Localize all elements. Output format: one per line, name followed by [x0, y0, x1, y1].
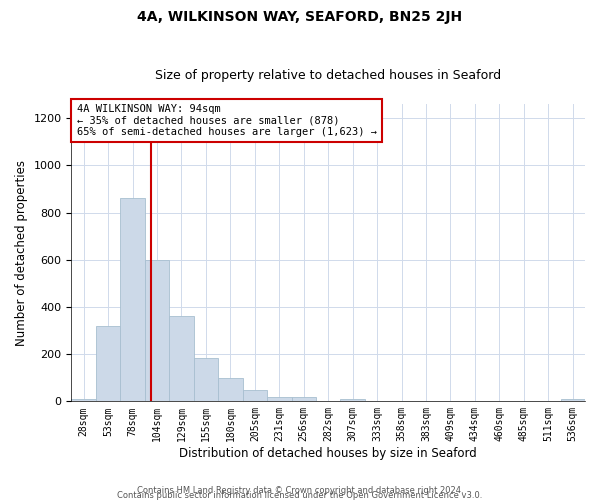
Bar — [96, 326, 121, 402]
Bar — [292, 396, 316, 402]
Title: Size of property relative to detached houses in Seaford: Size of property relative to detached ho… — [155, 69, 501, 82]
Bar — [218, 378, 242, 402]
Bar — [121, 198, 145, 402]
Y-axis label: Number of detached properties: Number of detached properties — [15, 160, 28, 346]
Text: 4A WILKINSON WAY: 94sqm
← 35% of detached houses are smaller (878)
65% of semi-d: 4A WILKINSON WAY: 94sqm ← 35% of detache… — [77, 104, 377, 137]
Bar — [242, 390, 267, 402]
Bar — [560, 399, 585, 402]
Bar — [340, 399, 365, 402]
Bar — [267, 396, 292, 402]
Text: Contains HM Land Registry data © Crown copyright and database right 2024.: Contains HM Land Registry data © Crown c… — [137, 486, 463, 495]
X-axis label: Distribution of detached houses by size in Seaford: Distribution of detached houses by size … — [179, 447, 477, 460]
Bar — [145, 260, 169, 402]
Text: Contains public sector information licensed under the Open Government Licence v3: Contains public sector information licen… — [118, 491, 482, 500]
Text: 4A, WILKINSON WAY, SEAFORD, BN25 2JH: 4A, WILKINSON WAY, SEAFORD, BN25 2JH — [137, 10, 463, 24]
Bar — [71, 399, 96, 402]
Bar — [169, 316, 194, 402]
Bar — [194, 358, 218, 402]
